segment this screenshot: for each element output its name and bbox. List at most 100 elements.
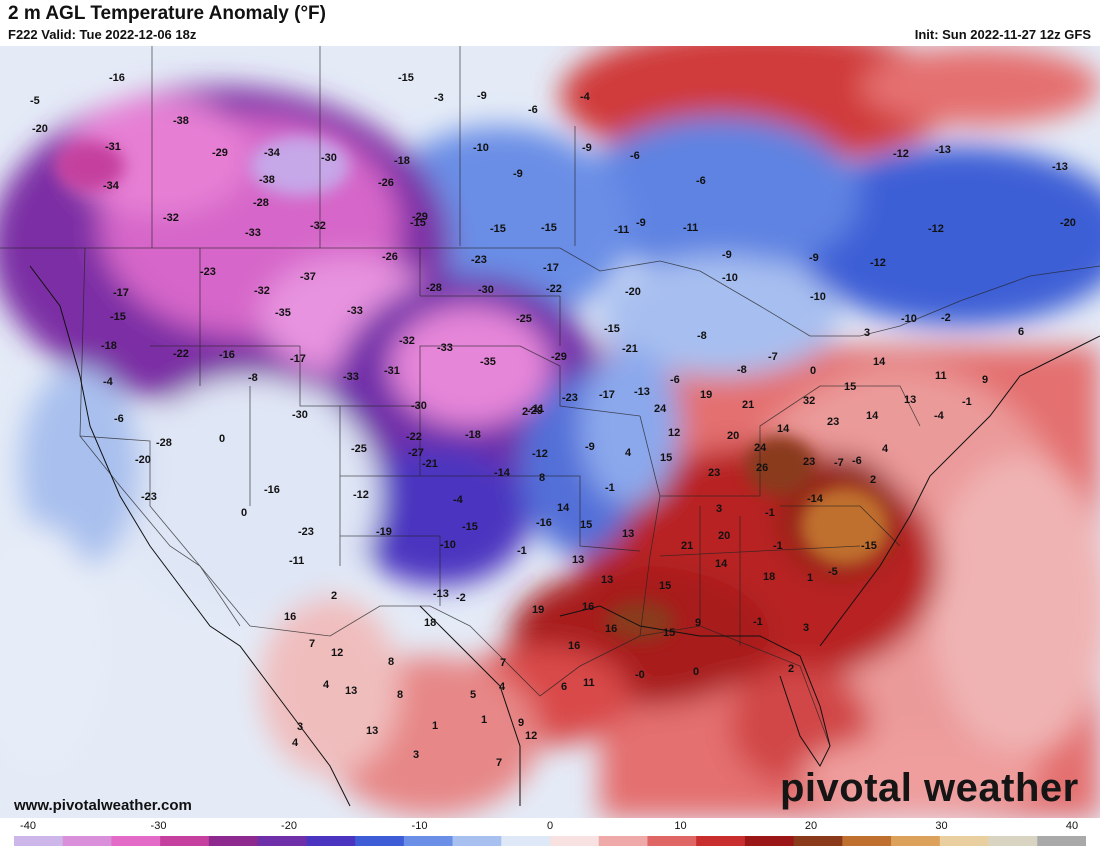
anomaly-value-label: -23: [471, 254, 487, 266]
anomaly-value-label: -34: [103, 180, 120, 192]
anomaly-value-label: -17: [113, 287, 129, 299]
anomaly-value-label: 3: [716, 503, 722, 515]
anomaly-value-label: -11: [683, 222, 698, 234]
anomaly-value-label: -8: [248, 372, 258, 384]
colorbar-swatch: [891, 836, 941, 846]
anomaly-field: [0, 46, 1100, 818]
anomaly-value-label: 0: [693, 666, 699, 678]
anomaly-value-label: -12: [928, 223, 944, 235]
anomaly-value-label: 18: [424, 617, 436, 629]
anomaly-value-label: 15: [580, 519, 592, 531]
anomaly-value-label: -14: [807, 493, 824, 505]
anomaly-value-label: -17: [543, 262, 559, 274]
colorbar-swatch: [208, 836, 259, 846]
anomaly-value-label: -9: [477, 90, 487, 102]
anomaly-value-label: 3: [413, 749, 419, 761]
anomaly-value-label: -38: [173, 115, 189, 127]
anomaly-value-label: 20: [718, 530, 730, 542]
anomaly-value-label: -25: [516, 313, 532, 325]
anomaly-value-label: 8: [397, 689, 403, 701]
colorbar-tick-label: -10: [411, 820, 428, 832]
anomaly-value-label: 21: [681, 540, 693, 552]
anomaly-value-label: -10: [722, 272, 738, 284]
anomaly-value-label: -8: [737, 364, 747, 376]
anomaly-value-label: -29: [212, 147, 228, 159]
anomaly-value-label: 4: [625, 447, 632, 459]
anomaly-value-label: -1: [962, 396, 972, 408]
anomaly-value-label: 12: [525, 730, 537, 742]
anomaly-value-label: 12: [668, 427, 680, 439]
anomaly-value-label: 15: [844, 381, 856, 393]
anomaly-value-label: -12: [893, 148, 909, 160]
colorbar-swatch: [842, 836, 892, 846]
anomaly-value-label: 16: [568, 640, 580, 652]
anomaly-value-label: -38: [259, 174, 275, 186]
anomaly-value-label: -1: [605, 482, 615, 494]
anomaly-value-label: 3: [803, 622, 809, 634]
anomaly-value-label: -9: [809, 252, 819, 264]
anomaly-value-label: 2: [870, 474, 876, 486]
anomaly-value-label: 13: [345, 685, 357, 697]
anomaly-value-label: -20: [1060, 217, 1076, 229]
anomaly-value-label: 14: [715, 558, 728, 570]
anomaly-value-label: -15: [110, 311, 126, 323]
anomaly-value-label: 13: [622, 528, 634, 540]
colorbar-swatch: [939, 836, 990, 846]
anomaly-value-label: 6: [561, 681, 567, 693]
website-url: www.pivotalweather.com: [14, 797, 192, 814]
anomaly-value-label: 14: [866, 410, 879, 422]
colorbar-strip: [14, 836, 1086, 846]
anomaly-value-label: 0: [219, 433, 225, 445]
anomaly-value-label: -28: [156, 437, 172, 449]
anomaly-value-label: 24: [654, 403, 667, 415]
anomaly-value-label: -15: [604, 323, 620, 335]
colorbar-tick-label: -20: [281, 820, 297, 832]
anomaly-value-label: -6: [528, 104, 538, 116]
anomaly-value-label: -20: [625, 286, 641, 298]
anomaly-value-label: -11: [614, 224, 629, 236]
anomaly-value-label: -20: [135, 454, 151, 466]
anomaly-value-label: -31: [384, 365, 400, 377]
anomaly-value-label: 3: [297, 721, 303, 733]
colorbar-swatch: [452, 836, 502, 846]
anomaly-value-label: -5: [828, 566, 838, 578]
anomaly-map[interactable]: -16 -15 -5 -4 -6 -3 -9 -20 -38 -31 -29 -34 -30 -18 -10…: [0, 46, 1100, 818]
anomaly-value-label: 21: [742, 399, 754, 411]
anomaly-value-label: -35: [275, 307, 291, 319]
anomaly-labels: -16 -15-5 -4-6-3 -9-20-38-31 -29 -34 -30 -18-10…: [30, 72, 1076, 769]
anomaly-value-label: -23: [141, 491, 157, 503]
anomaly-value-label: -1: [517, 545, 527, 557]
anomaly-value-label: -30: [478, 284, 494, 296]
anomaly-value-label: 5: [470, 689, 476, 701]
anomaly-value-label: 4: [882, 443, 889, 455]
anomaly-value-label: 2: [522, 406, 528, 418]
anomaly-value-label: -9: [582, 142, 592, 154]
colorbar-swatch: [696, 836, 746, 846]
colorbar-swatch: [306, 836, 356, 846]
anomaly-value-label: -17: [599, 389, 615, 401]
colorbar-tick-label: 10: [674, 820, 687, 832]
anomaly-value-label: -32: [254, 285, 270, 297]
anomaly-value-label: 23: [827, 416, 839, 428]
anomaly-value-label: 3: [864, 327, 870, 339]
anomaly-value-label: 9: [982, 374, 988, 386]
anomaly-value-label: -15: [398, 72, 414, 84]
anomaly-value-label: -29: [527, 405, 543, 417]
anomaly-value-label: -11: [289, 555, 304, 567]
anomaly-value-label: -15: [410, 217, 426, 229]
anomaly-value-label: 2: [331, 590, 337, 602]
anomaly-value-label: 9: [518, 717, 524, 729]
anomaly-value-label: -33: [347, 305, 363, 317]
anomaly-value-label: 19: [532, 604, 544, 616]
anomaly-value-label: -13: [935, 144, 951, 156]
anomaly-value-label: -27: [408, 447, 424, 459]
anomaly-value-label: -7: [768, 351, 778, 363]
anomaly-value-label: -21: [622, 343, 638, 355]
anomaly-value-label: -4: [580, 91, 591, 103]
anomaly-value-label: -12: [353, 489, 369, 501]
anomaly-value-label: 15: [660, 452, 672, 464]
anomaly-value-label: -33: [245, 227, 261, 239]
colorbar-swatch: [744, 836, 795, 846]
colorbar-swatch: [988, 836, 1038, 846]
colorbar-tick-label: 0: [546, 820, 554, 832]
